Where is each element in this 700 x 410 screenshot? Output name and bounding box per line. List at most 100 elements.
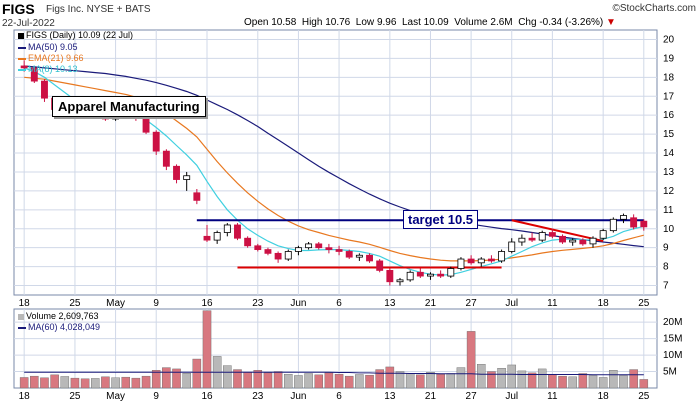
candle-body xyxy=(162,150,170,167)
candle-body xyxy=(620,215,627,220)
x-tick-label: 25 xyxy=(69,391,81,402)
x-tick-label: 16 xyxy=(201,391,213,402)
x-tick-label: 25 xyxy=(638,391,650,402)
volume-bar xyxy=(294,375,303,389)
candle-body xyxy=(386,269,394,283)
x-tick-label: Jun xyxy=(290,391,306,402)
x-tick-label: 21 xyxy=(425,298,437,309)
candle-body xyxy=(335,249,343,252)
legend-price-label: FIGS (Daily) 10.09 (22 Jul) xyxy=(26,30,134,40)
price-tick-label: 18 xyxy=(663,72,675,83)
candle-body xyxy=(427,273,434,277)
candle-body xyxy=(447,268,455,277)
ticker-symbol: FIGS xyxy=(2,1,35,17)
x-tick-label: 9 xyxy=(153,391,159,402)
candle-body xyxy=(20,65,28,69)
volume-bar xyxy=(456,367,466,389)
x-tick-label: May xyxy=(106,298,125,309)
volume-bar xyxy=(284,373,293,389)
volume-bar xyxy=(395,371,405,389)
x-tick-label: 9 xyxy=(153,298,159,309)
downtrend-line xyxy=(511,219,604,243)
candle-body xyxy=(193,192,201,201)
price-tick-label: 17 xyxy=(663,91,675,102)
volume-tick-label: 20M xyxy=(663,317,682,328)
volume-bar xyxy=(405,373,415,389)
volume-bar xyxy=(172,368,181,389)
stat-low-label: Low xyxy=(355,17,375,28)
volume-bar xyxy=(344,375,354,389)
volume-bar xyxy=(497,368,506,389)
legend-ma50-label: MA(50) 9.05 xyxy=(28,42,78,52)
ma50-swatch-icon xyxy=(18,46,26,49)
stat-high-label: High xyxy=(301,17,323,28)
stat-open-value: 10.58 xyxy=(271,17,297,28)
volume-bar xyxy=(477,364,486,389)
stat-low-value: 9.96 xyxy=(376,17,397,28)
x-tick-label: 25 xyxy=(69,298,81,309)
candle-body xyxy=(142,116,150,133)
volume-bar xyxy=(355,374,364,389)
price-tick-label: 14 xyxy=(663,148,675,159)
candle-body xyxy=(30,67,38,82)
ema21-swatch-icon xyxy=(18,57,26,60)
down-arrow-icon: ▼ xyxy=(606,17,616,28)
volume-bar xyxy=(60,376,70,389)
stat-high-value: 10.76 xyxy=(325,17,351,28)
price-tick-label: 11 xyxy=(663,205,674,216)
volume-bar xyxy=(446,373,456,389)
volume-bar xyxy=(537,368,547,389)
candle-body xyxy=(569,239,577,243)
legend-volume: Volume 2,609,763 xyxy=(18,311,99,321)
volume-bar xyxy=(80,378,90,389)
candle-body xyxy=(467,258,475,264)
candle-body xyxy=(284,251,292,260)
volume-bar xyxy=(517,370,527,389)
volume-bar xyxy=(19,377,29,389)
price-tick-label: 15 xyxy=(663,129,675,140)
x-tick-label: 16 xyxy=(201,298,213,309)
chart-date: 22-Jul-2022 xyxy=(2,18,55,29)
candle-body xyxy=(548,232,556,237)
volume-bar xyxy=(578,373,588,389)
volume-bar xyxy=(263,372,273,389)
price-tick-label: 7 xyxy=(663,281,669,292)
candle-body xyxy=(183,175,191,180)
candle-body xyxy=(366,254,373,262)
legend-ma8: MA(8) 10.13 xyxy=(18,64,78,74)
volume-bar xyxy=(121,376,131,389)
x-tick-label: 13 xyxy=(384,391,396,402)
price-tick-label: 16 xyxy=(663,110,675,121)
volume-bar xyxy=(385,366,395,389)
volume-bar xyxy=(466,331,476,389)
candle-body xyxy=(630,217,638,228)
candle-body xyxy=(264,249,272,254)
stats-bar: Open 10.58 High 10.76 Low 9.96 Last 10.0… xyxy=(244,17,616,28)
volume-bar xyxy=(548,373,557,389)
candle-body xyxy=(152,131,160,152)
candle-body xyxy=(305,243,313,249)
price-tick-label: 8 xyxy=(663,262,669,273)
target-annotation: target 10.5 xyxy=(403,210,479,229)
stat-last-value: 10.09 xyxy=(423,17,449,28)
volume-bar xyxy=(334,373,344,389)
volume-bar xyxy=(202,310,212,389)
candle-body xyxy=(559,235,566,243)
volume-bar xyxy=(436,373,445,389)
x-tick-label: May xyxy=(106,391,125,402)
price-tick-label: 12 xyxy=(663,186,675,197)
volume-bar xyxy=(131,377,141,389)
x-tick-label: Jun xyxy=(290,298,306,309)
candle-body xyxy=(579,239,587,245)
candle-body xyxy=(355,254,363,258)
candle-body xyxy=(244,237,252,247)
price-tick-label: 9 xyxy=(663,243,669,254)
price-panel xyxy=(13,29,658,296)
x-tick-label: Jul xyxy=(505,298,518,309)
candle-body xyxy=(406,271,414,281)
candle-body xyxy=(457,258,465,269)
ma60-volume-line xyxy=(24,371,644,376)
volume-tick-label: 15M xyxy=(663,334,682,345)
